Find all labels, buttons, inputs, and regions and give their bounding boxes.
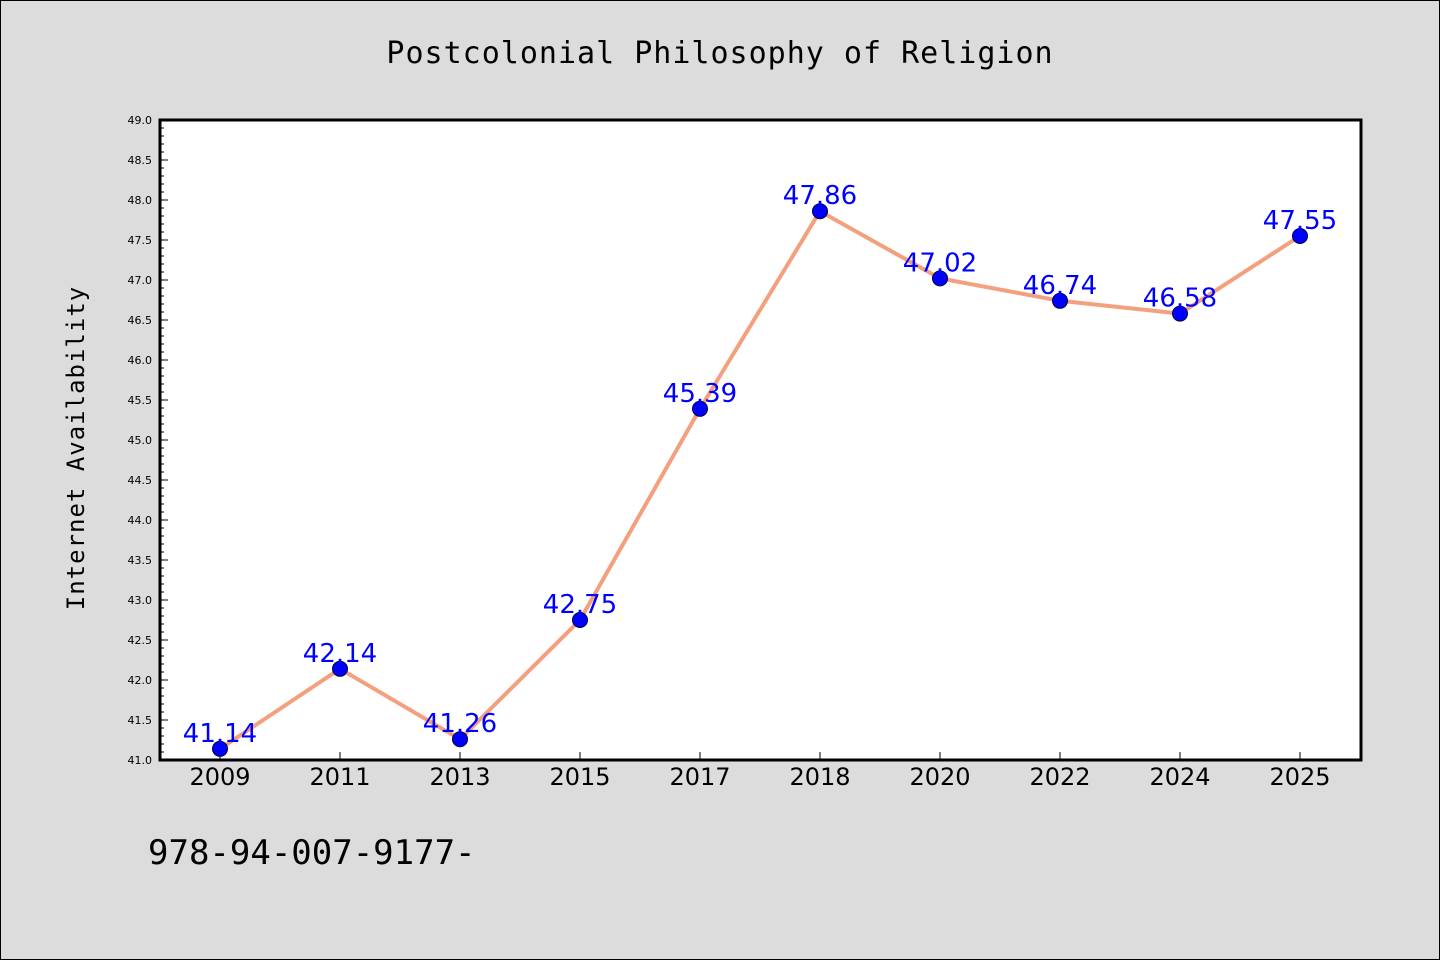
data-label: 41.14 [183,719,257,749]
y-tick-label: 46.0 [128,354,153,367]
data-point [1052,292,1068,309]
y-axis: 41.0 41.5 42.0 42.5 43.0 43.5 44.0 44.5 45.0 45.5… [128,114,168,767]
y-tick-label: 44.0 [128,514,153,527]
data-label: 41.26 [423,709,497,739]
series-line [218,209,1302,751]
data-point [572,612,588,628]
data-point [212,740,228,757]
data-point [332,660,348,677]
data-point [812,203,828,220]
chart-title: Postcolonial Philosophy of Religion [386,36,1053,71]
data-label: 47.02 [903,248,977,278]
x-tick-label: 2013 [429,763,490,791]
y-tick-label: 44.5 [128,474,153,487]
y-tick-label: 49.0 [128,114,153,127]
data-point [1172,305,1188,322]
y-tick-label: 46.5 [128,314,153,327]
y-tick-label: 41.5 [128,714,153,727]
y-tick-label: 43.5 [128,554,153,567]
series-group: 41.14 42.14 41.26 42.75 45.39 47.86 47.02 46.74… [183,181,1337,757]
data-point [692,400,708,417]
y-tick-label: 41.0 [128,754,153,767]
data-point [1292,228,1308,244]
data-label: 46.58 [1143,284,1217,314]
x-tick-label: 2025 [1269,763,1330,791]
y-tick-label: 42.5 [128,634,153,647]
y-tick-label: 45.0 [128,434,153,447]
x-tick-label: 2020 [909,763,970,791]
data-point [932,270,948,287]
y-tick-label: 47.0 [128,274,153,287]
data-label: 46.74 [1023,271,1097,301]
x-axis: 2009 2011 2013 2015 2017 2018 2020 2022 2024 2025 [189,752,1331,791]
y-tick-label: 48.0 [128,194,153,207]
y-tick-label: 42.0 [128,674,153,687]
y-axis-label: Internet Availability [62,286,90,610]
y-tick-label: 45.5 [128,394,153,407]
plot-area [158,118,1363,762]
x-tick-label: 2024 [1149,763,1210,791]
x-tick-label: 2018 [789,763,850,791]
footer-isbn-text: 978-94-007-9177- [148,833,476,873]
x-tick-label: 2022 [1029,763,1090,791]
y-tick-label: 47.5 [128,234,153,247]
data-point [452,731,468,748]
x-tick-label: 2009 [189,763,250,791]
data-label: 47.55 [1263,206,1337,236]
data-label: 45.39 [663,379,737,409]
data-label: 47.86 [783,181,857,211]
x-tick-label: 2011 [309,763,370,791]
x-tick-label: 2017 [669,763,730,791]
data-label: 42.14 [303,639,377,669]
y-tick-label: 48.5 [128,154,153,167]
x-tick-label: 2015 [549,763,610,791]
data-label: 42.75 [543,590,617,620]
y-tick-label: 43.0 [128,594,153,607]
